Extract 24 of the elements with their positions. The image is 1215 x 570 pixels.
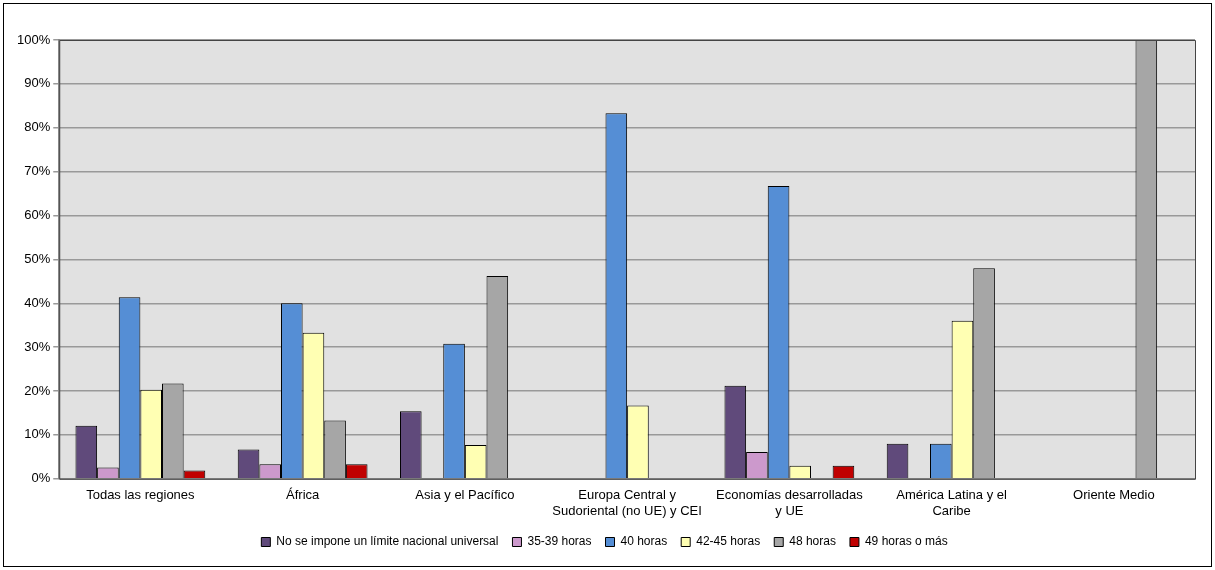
legend-label: 35-39 horas bbox=[527, 534, 592, 549]
y-tick-label: 20% bbox=[24, 382, 51, 398]
y-tick-label: 80% bbox=[24, 119, 51, 135]
x-tick-label: Europa Central y Sudoriental (no UE) y CEI bbox=[552, 487, 702, 518]
x-tick-label: Economías desarrolladas y UE bbox=[716, 487, 864, 518]
y-tick-label: 50% bbox=[24, 250, 51, 266]
y-tick-label: 40% bbox=[24, 294, 51, 310]
y-tick-label: 30% bbox=[24, 338, 51, 354]
y-tick-label: 100% bbox=[17, 31, 51, 47]
legend-label: 48 horas bbox=[789, 534, 836, 549]
legend-label: 49 horas o más bbox=[864, 534, 948, 549]
x-tick-label: Asia y el Pacífico bbox=[415, 487, 515, 503]
y-tick-label: 10% bbox=[24, 426, 51, 442]
x-tick-label: América Latina y el Caribe bbox=[896, 487, 1008, 518]
legend-label: 42-45 horas bbox=[696, 534, 761, 549]
legend-label: No se impone un límite nacional universal bbox=[276, 534, 499, 549]
legend-label: 40 horas bbox=[620, 534, 668, 549]
y-tick-label: 90% bbox=[24, 75, 51, 91]
x-tick-label: África bbox=[286, 487, 321, 503]
x-tick-label: Oriente Medio bbox=[1073, 487, 1155, 503]
y-tick-label: 70% bbox=[24, 163, 51, 179]
y-tick-label: 60% bbox=[24, 207, 51, 223]
x-tick-label: Todas las regiones bbox=[86, 487, 196, 503]
y-tick-label: 0% bbox=[31, 470, 51, 486]
